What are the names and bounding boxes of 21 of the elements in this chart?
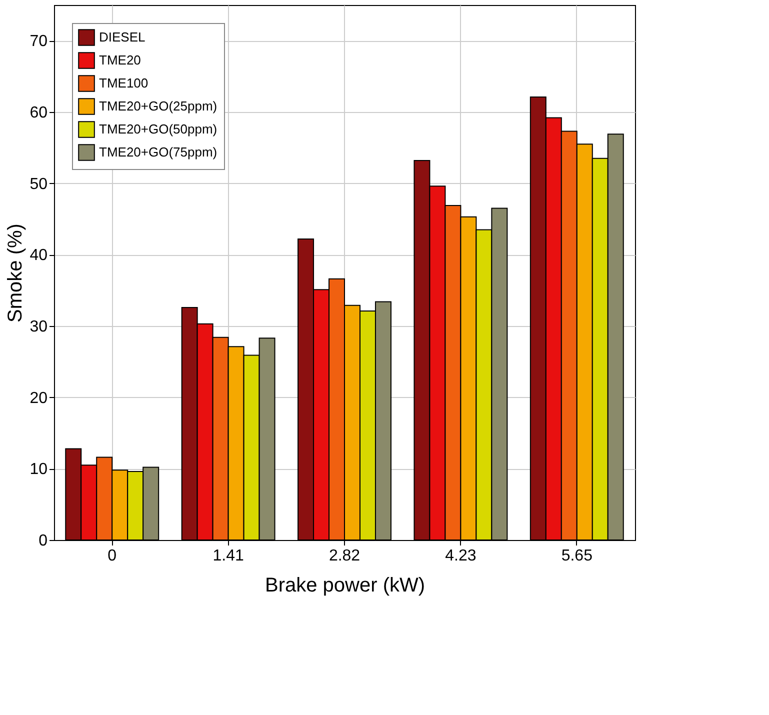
legend-label: TME100	[99, 76, 148, 90]
legend-label: TME20+GO(50ppm)	[99, 122, 218, 136]
y-tick-label: 10	[30, 461, 48, 478]
x-axis-title: Brake power (kW)	[264, 574, 426, 596]
y-axis-title: Smoke (%)	[4, 224, 27, 322]
y-tick-label: 50	[30, 176, 48, 193]
x-tick-label: 0	[108, 548, 117, 564]
legend-label: TME20+GO(75ppm)	[99, 144, 218, 160]
y-tick-label: 0	[38, 532, 48, 550]
y-tick-label: 70	[30, 33, 48, 50]
x-tick-label: 4.23	[445, 548, 476, 564]
x-tick-label: 1.41	[212, 548, 244, 564]
y-tick-label: 40	[30, 247, 48, 264]
legend-label: TME20+GO(25ppm)	[99, 98, 218, 114]
x-tick-label: 5.65	[561, 548, 593, 564]
y-tick-label: 60	[30, 104, 48, 122]
legend-label: DIESEL	[99, 30, 146, 44]
y-tick-label: 20	[30, 390, 48, 407]
x-tick-label: 2.82	[328, 548, 360, 564]
y-tick-label: 30	[30, 318, 48, 336]
legend-label: TME20	[99, 52, 141, 68]
